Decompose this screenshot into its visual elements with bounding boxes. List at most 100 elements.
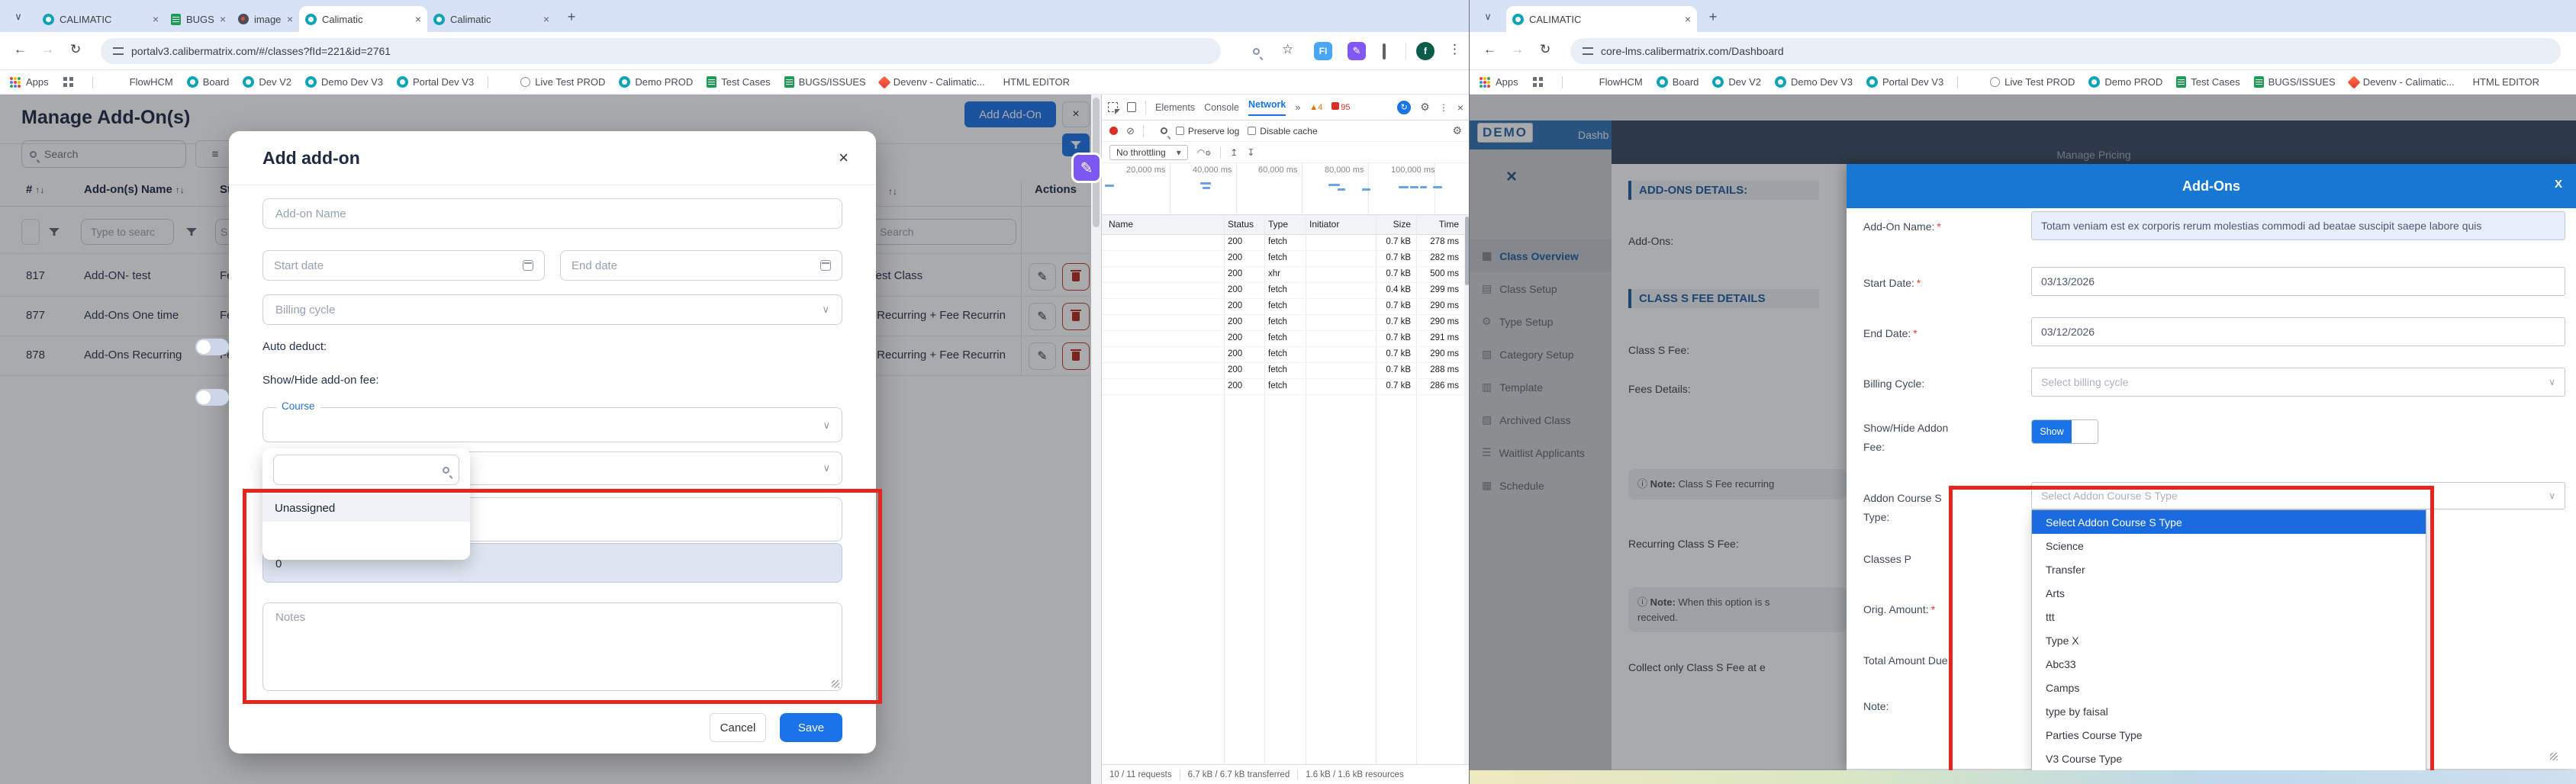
network-request-row[interactable]: {}version.json?t=177279... 200 fetch 0.7… [1102, 347, 1464, 363]
bookmark-item[interactable]: Live Test PROD [1990, 76, 2075, 88]
notes-textarea[interactable]: Notes [262, 602, 842, 691]
annotation-pencil-icon[interactable]: ✎ [1071, 153, 1102, 183]
warning-badge[interactable]: ▲4 [1309, 102, 1323, 112]
bookmark-star-icon[interactable]: ☆ [1282, 42, 1294, 56]
bookmark-item[interactable]: Demo PROD [2088, 76, 2162, 88]
bookmark-item[interactable]: Apps [1479, 76, 1518, 88]
col-header-name[interactable]: Add-on(s) Name ↑↓ [84, 183, 185, 196]
showhide-fee-toggle[interactable]: Show [2031, 419, 2098, 444]
browser-tab[interactable]: Calimatic × [299, 6, 427, 32]
bookmark-item[interactable]: Devenv - Calimatic... [877, 76, 985, 88]
browser-tab[interactable]: BUGS/ISS × [165, 6, 232, 32]
delete-button[interactable] [1062, 303, 1090, 330]
tab-close-icon[interactable]: × [219, 13, 226, 25]
preserve-log-checkbox[interactable]: Preserve log [1175, 126, 1239, 137]
bookmark-item[interactable]: Test Cases [2176, 76, 2240, 88]
bookmark-item[interactable] [488, 76, 507, 88]
addon-name-field[interactable]: Add-on Name [262, 198, 842, 229]
dropdown-option[interactable]: Type X [2032, 628, 2426, 652]
sidebar-item[interactable]: ▤ Class Setup [1470, 272, 1612, 305]
settings-gear-icon[interactable]: ⚙ [1420, 101, 1430, 113]
resize-handle[interactable] [832, 680, 839, 688]
network-request-row[interactable]: {}version.json?t=177279... 200 fetch 0.7… [1102, 235, 1464, 251]
zoom-icon[interactable] [1253, 45, 1260, 59]
bookmark-item[interactable]: Live Test PROD [520, 76, 605, 88]
filter-funnel-icon[interactable] [186, 228, 197, 236]
dropdown-option[interactable]: Transfer [2032, 557, 2426, 581]
forward-icon[interactable]: → [41, 42, 54, 56]
edit-button[interactable]: ✎ [1029, 263, 1056, 291]
reload-icon[interactable]: ↻ [1540, 42, 1551, 56]
nav-dashboard-link[interactable]: Dashb [1578, 129, 1609, 141]
network-request-row[interactable]: {}version.json?t=177279... 200 fetch 0.7… [1102, 315, 1464, 331]
end-date-field[interactable]: End date [560, 250, 842, 281]
bookmark-item[interactable]: Test Cases [707, 76, 771, 88]
add-add-on-button[interactable]: Add Add-On [964, 101, 1056, 127]
course-select[interactable] [262, 407, 842, 442]
col-header-sort-right[interactable]: ↑↓ [888, 186, 897, 197]
dropdown-option[interactable]: Camps [2032, 676, 2426, 699]
back-icon[interactable]: ← [1483, 42, 1496, 56]
back-icon[interactable]: ← [14, 42, 27, 56]
filter-funnel-icon[interactable] [49, 228, 60, 236]
bookmark-item[interactable]: Portal Dev V3 [396, 76, 474, 88]
bookmark-item[interactable] [1561, 76, 1581, 88]
browser-tab[interactable]: Calimatic × [427, 6, 555, 32]
dropdown-option[interactable]: Parties Course Type [2032, 723, 2426, 747]
dropdown-option[interactable]: Arts [2032, 581, 2426, 605]
bookmark-item[interactable]: Demo Dev V3 [305, 76, 383, 88]
export-har-icon[interactable]: ↧ [1247, 146, 1255, 158]
sidebar-item[interactable]: ⚙ Type Setup [1470, 305, 1612, 338]
start-date-input[interactable]: 03/13/2026 [2031, 267, 2565, 296]
auto-deduct-toggle[interactable] [195, 339, 229, 355]
calendar-icon[interactable] [523, 260, 533, 271]
note-resize-handle[interactable] [2550, 753, 2558, 760]
search-input[interactable] [43, 147, 157, 161]
devtools-kebab-icon[interactable]: ⋮ [1438, 101, 1448, 113]
extension-f-icon[interactable]: FI [1314, 42, 1332, 60]
bookmark-item[interactable]: FlowHCM [1595, 76, 1643, 88]
bookmark-item[interactable]: Apps [9, 76, 49, 88]
name-filter-input[interactable] [81, 219, 174, 245]
inspect-icon[interactable] [1108, 102, 1120, 114]
col-header-num[interactable]: # ↑↓ [26, 183, 45, 196]
left-url-bar[interactable]: portalv3.calibermatrix.com/#/classes?fId… [101, 38, 1221, 64]
sidebar-item[interactable]: ☰ Waitlist Applicants [1470, 436, 1612, 469]
browser-tab[interactable]: CALIMATIC × [37, 6, 165, 32]
sort-icon[interactable]: ↑↓ [35, 185, 45, 195]
dropdown-search-input[interactable] [298, 463, 443, 477]
new-tab-button[interactable]: + [567, 8, 576, 24]
panel-close-button[interactable]: × [1062, 101, 1090, 127]
delete-button[interactable] [1062, 342, 1090, 370]
bookmark-item[interactable]: Board [186, 76, 229, 88]
network-search-icon[interactable] [1160, 126, 1167, 137]
tab-close-icon[interactable]: × [543, 13, 549, 25]
showhide-fee-toggle[interactable] [195, 389, 229, 406]
tab-close-icon[interactable]: × [286, 13, 293, 25]
bookmark-item[interactable]: HTML EDITOR [999, 76, 1070, 88]
record-icon[interactable] [1109, 127, 1118, 135]
bookmark-item[interactable]: BUGS/ISSUES [784, 76, 866, 88]
dropdown-option[interactable]: Select Addon Course S Type [2032, 510, 2426, 534]
bookmark-item[interactable] [92, 76, 111, 88]
cancel-button[interactable]: Cancel [710, 713, 766, 742]
import-har-icon[interactable]: ↥ [1230, 146, 1238, 158]
end-date-input[interactable]: 03/12/2026 [2031, 317, 2565, 346]
modal-close-icon[interactable]: × [839, 148, 848, 167]
addon-name-input[interactable]: Totam veniam est ex corporis rerum moles… [2031, 211, 2565, 240]
sort-icon[interactable]: ↑↓ [175, 185, 185, 195]
profile-avatar[interactable]: f [1416, 42, 1435, 60]
error-badge[interactable]: 95 [1331, 102, 1351, 112]
network-request-row[interactable]: {}heartbeat 200 xhr 0.7 kB 500 ms [1102, 267, 1464, 283]
dropdown-option-unassigned[interactable]: Unassigned [262, 494, 470, 522]
tab-search-chevron-icon[interactable]: ∨ [1484, 11, 1492, 22]
bookmark-item[interactable]: FlowHCM [125, 76, 173, 88]
clear-icon[interactable]: ⊘ [1126, 124, 1135, 137]
billing-cycle-select[interactable]: Billing cycle ∨ [262, 294, 842, 325]
site-settings-icon[interactable] [1583, 47, 1593, 55]
extensions-puzzle-icon[interactable] [1383, 43, 1386, 59]
bookmark-item[interactable]: Dev V2 [243, 76, 291, 88]
sync-icon[interactable]: ↻ [1397, 100, 1412, 114]
extension-pencil-icon[interactable]: ✎ [1348, 42, 1366, 60]
device-toolbar-icon[interactable] [1127, 102, 1136, 112]
